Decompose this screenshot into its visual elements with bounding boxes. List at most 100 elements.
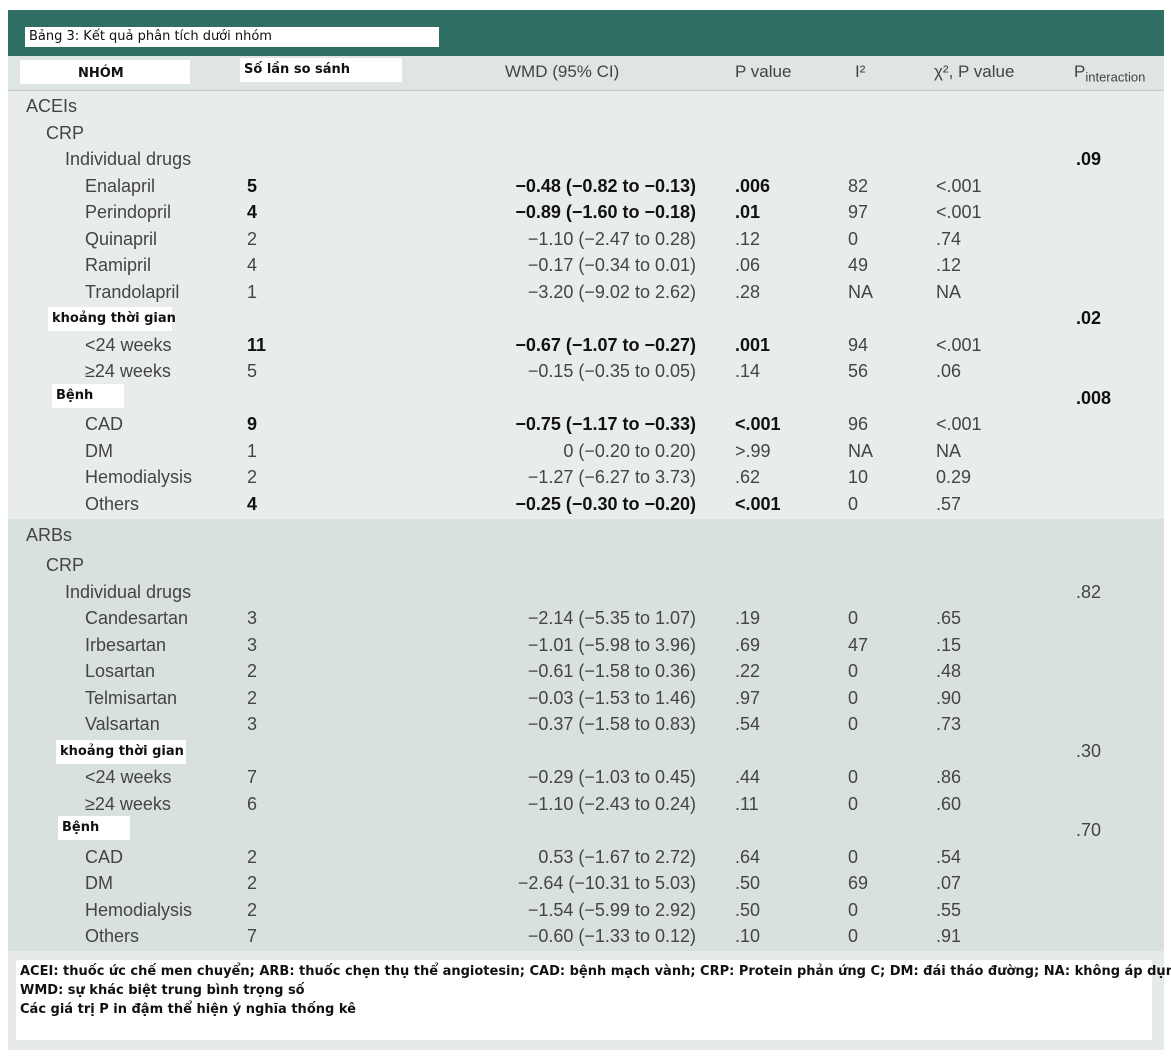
row-wmd: −1.10 (−2.43 to 0.24) xyxy=(527,793,696,814)
row-comparisons: 2 xyxy=(247,467,258,487)
row-name: <24 weeks xyxy=(85,334,172,355)
row-p-value: .50 xyxy=(735,873,761,893)
row-i2: 0 xyxy=(848,926,859,946)
row-i2: 94 xyxy=(848,334,869,355)
row-i2: 0 xyxy=(848,714,859,734)
header-comparisons-label: Số lần so sánh xyxy=(244,62,351,77)
row-name: Others xyxy=(85,493,140,514)
row-chi2: .55 xyxy=(936,899,962,920)
row-chi2: .15 xyxy=(936,634,962,655)
row-name: Trandolapril xyxy=(85,281,180,302)
row-chi2: .54 xyxy=(936,846,962,867)
row-wmd: −2.64 (−10.31 to 5.03) xyxy=(517,873,696,893)
p-interaction: .02 xyxy=(1076,308,1102,328)
row-chi2: NA xyxy=(936,440,962,461)
row-chi2: .57 xyxy=(936,493,962,514)
row-comparisons: 4 xyxy=(247,493,258,514)
table-title: Bảng 3: Kết quả phân tích dưới nhóm xyxy=(25,27,439,47)
row-i2: NA xyxy=(848,281,874,302)
row-comparisons: 5 xyxy=(247,361,258,381)
duration-label: khoảng thời gian xyxy=(48,307,176,331)
arb-section-header: ARBs xyxy=(8,523,1164,549)
row-p-value: .14 xyxy=(735,361,761,381)
row-comparisons: 9 xyxy=(247,414,258,434)
row-wmd: −0.75 (−1.17 to −0.33) xyxy=(515,414,696,434)
row-wmd: −0.48 (−0.82 to −0.13) xyxy=(515,175,696,196)
row-chi2: .06 xyxy=(936,361,962,381)
header-p-interaction-sub: interaction xyxy=(1085,69,1146,85)
row-name: Quinapril xyxy=(85,228,158,249)
header-p-interaction-label: P xyxy=(1074,62,1086,81)
row-p-value: .19 xyxy=(735,608,761,628)
row-name: <24 weeks xyxy=(85,767,172,787)
arb-section-bg xyxy=(8,519,1164,951)
row-wmd: −1.54 (−5.99 to 2.92) xyxy=(527,899,696,920)
header-comparisons: Số lần so sánh xyxy=(240,58,402,82)
row-chi2: <.001 xyxy=(936,175,982,196)
row-chi2: <.001 xyxy=(936,334,982,355)
row-p-value: <.001 xyxy=(735,493,781,514)
table-row: DM 2 −2.64 (−10.31 to 5.03) .50 69 .07 xyxy=(8,871,1164,897)
row-p-value: .11 xyxy=(735,793,759,814)
row-p-value: .69 xyxy=(735,634,761,655)
table-row: Others 7 −0.60 (−1.33 to 0.12) .10 0 .91 xyxy=(8,924,1164,950)
header-group-label: NHÓM xyxy=(78,66,124,81)
row-p-value: .28 xyxy=(735,281,761,302)
row-comparisons: 2 xyxy=(247,228,258,249)
table-row: DM 1 0 (−0.20 to 0.20) >.99 NA NA xyxy=(8,439,1164,465)
disease-label: Bệnh xyxy=(52,383,124,408)
row-p-value: .54 xyxy=(735,714,761,734)
row-i2: 0 xyxy=(848,228,859,249)
row-p-value: .62 xyxy=(735,467,761,487)
row-chi2: <.001 xyxy=(936,414,982,434)
p-interaction: .008 xyxy=(1076,387,1112,408)
section-label: ACEIs xyxy=(26,96,78,116)
row-name: DM xyxy=(85,873,113,893)
crp-label: CRP xyxy=(46,555,85,575)
row-name: CAD xyxy=(85,414,124,434)
section-label: ARBs xyxy=(26,525,73,545)
row-name: ≥24 weeks xyxy=(85,361,171,381)
acei-disease-row: .008 xyxy=(8,386,1164,412)
row-name: Others xyxy=(85,926,140,946)
row-i2: 0 xyxy=(848,687,859,708)
arb-disease-row: .70 xyxy=(8,818,1164,844)
row-wmd: −3.20 (−9.02 to 2.62) xyxy=(527,281,696,302)
row-comparisons: 5 xyxy=(247,175,258,196)
table-row: CAD 9 −0.75 (−1.17 to −0.33) <.001 96 <.001 xyxy=(8,412,1164,438)
row-i2: 0 xyxy=(848,608,859,628)
row-comparisons: 1 xyxy=(247,281,258,302)
row-comparisons: 2 xyxy=(247,661,258,681)
table-row: Perindopril 4 −0.89 (−1.60 to −0.18) .01 97 <… xyxy=(8,200,1164,226)
row-wmd: −0.67 (−1.07 to −0.27) xyxy=(515,334,696,355)
arb-individual-drugs-row: Individual drugs .82 xyxy=(8,580,1164,606)
individual-drugs-label: Individual drugs xyxy=(65,581,192,602)
row-comparisons: 2 xyxy=(247,899,258,920)
row-i2: 0 xyxy=(848,793,859,814)
row-name: Telmisartan xyxy=(85,687,178,708)
row-p-value: .64 xyxy=(735,846,761,867)
table-row: Telmisartan 2 −0.03 (−1.53 to 1.46) .97 0 .90 xyxy=(8,686,1164,712)
row-wmd: 0.53 (−1.67 to 2.72) xyxy=(538,846,696,867)
row-i2: 82 xyxy=(848,175,869,196)
row-p-value: .06 xyxy=(735,255,761,275)
row-chi2: .73 xyxy=(936,714,962,734)
table-row: Candesartan 3 −2.14 (−5.35 to 1.07) .19 0 .65 xyxy=(8,606,1164,632)
row-name: Ramipril xyxy=(85,255,152,275)
row-wmd: −2.14 (−5.35 to 1.07) xyxy=(527,608,696,628)
row-p-value: >.99 xyxy=(735,440,771,461)
arb-duration-row: .30 xyxy=(8,739,1164,765)
row-chi2: .74 xyxy=(936,228,962,249)
row-wmd: −0.60 (−1.33 to 0.12) xyxy=(527,926,696,946)
row-chi2: .07 xyxy=(936,873,962,893)
row-i2: 47 xyxy=(848,634,869,655)
row-i2: 96 xyxy=(848,414,869,434)
row-comparisons: 7 xyxy=(247,926,258,946)
row-chi2: .91 xyxy=(936,926,962,946)
table-row: <24 weeks 7 −0.29 (−1.03 to 0.45) .44 0 .86 xyxy=(8,765,1164,791)
row-name: Enalapril xyxy=(85,175,156,196)
table-row: <24 weeks 11 −0.67 (−1.07 to −0.27) .001 94 <… xyxy=(8,333,1164,359)
table-row: Hemodialysis 2 −1.54 (−5.99 to 2.92) .50 0 .5… xyxy=(8,898,1164,924)
row-i2: 10 xyxy=(848,467,869,487)
row-i2: 49 xyxy=(848,255,869,275)
